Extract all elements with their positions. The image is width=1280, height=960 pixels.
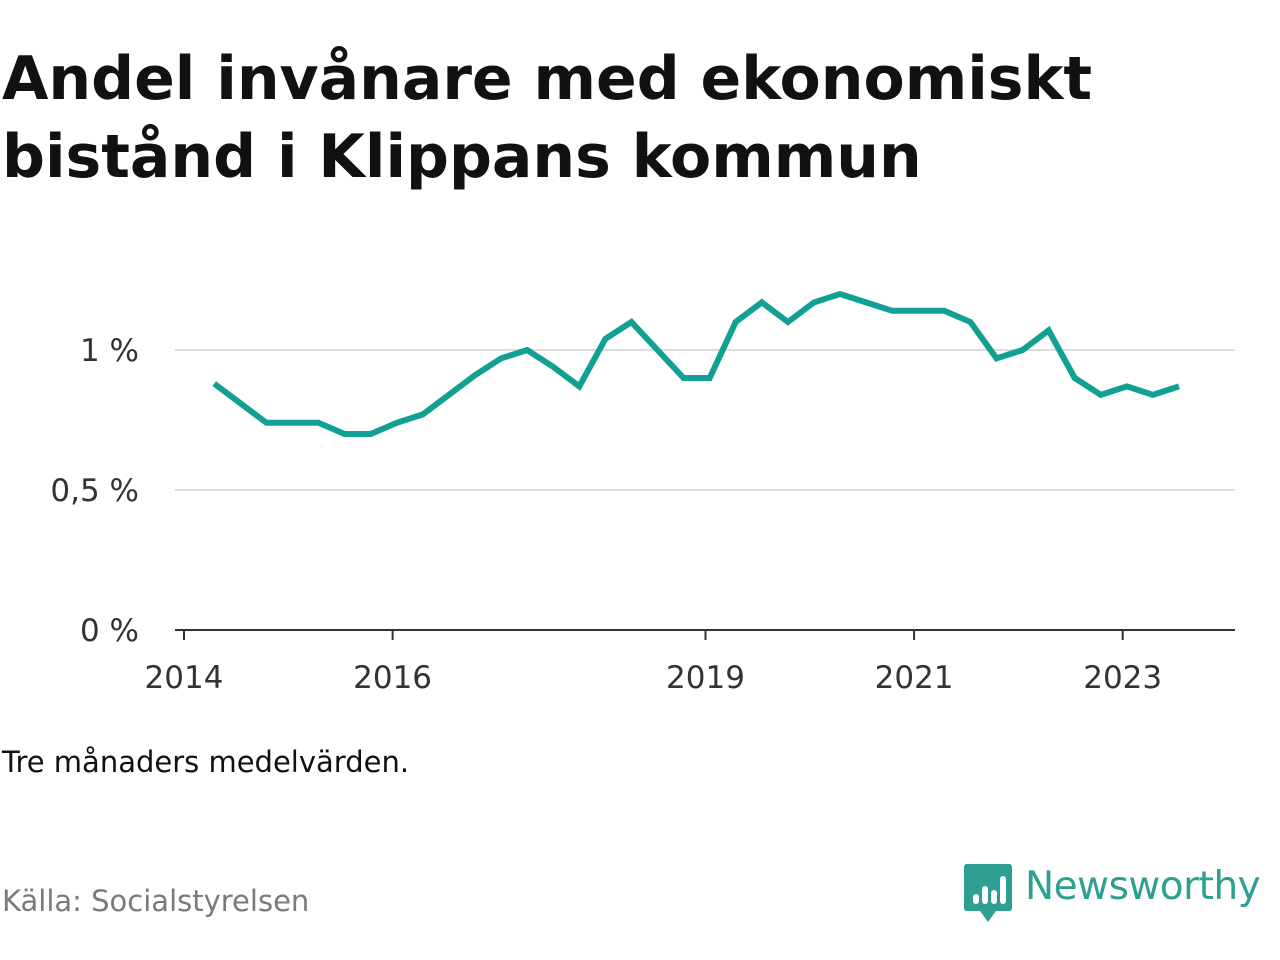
brand-logo: Newsworthy	[963, 862, 1261, 926]
y-axis-labels: 0 % 0,5 % 1 %	[50, 333, 139, 649]
y-tick-label: 0,5 %	[50, 473, 139, 509]
y-tick-label: 0 %	[80, 613, 139, 649]
x-tick-label: 2023	[1083, 660, 1162, 696]
chart-note: Tre månaders medelvärden.	[2, 745, 410, 779]
x-axis-labels: 2014 2016 2019 2021 2023	[145, 660, 1163, 696]
bar-chart-speech-bubble-icon	[964, 864, 1012, 922]
x-tick-label: 2014	[145, 660, 224, 696]
y-tick-label: 1 %	[80, 333, 139, 369]
line-chart: 0 % 0,5 % 1 % 2014 2016 2019 2021 2023	[50, 290, 1235, 696]
x-tick-label: 2021	[875, 660, 954, 696]
source-label: Källa: Socialstyrelsen	[2, 884, 310, 918]
chart-title: Andel invånare med ekonomiskt bistånd i …	[2, 44, 1093, 192]
series-layer	[212, 290, 1180, 437]
x-tick-label: 2019	[666, 660, 745, 696]
gridlines	[175, 349, 1235, 491]
x-tick-label: 2016	[353, 660, 432, 696]
x-axis-ticks	[183, 630, 1124, 640]
brand-name: Newsworthy	[1025, 864, 1261, 909]
series-line-0	[212, 290, 1180, 437]
